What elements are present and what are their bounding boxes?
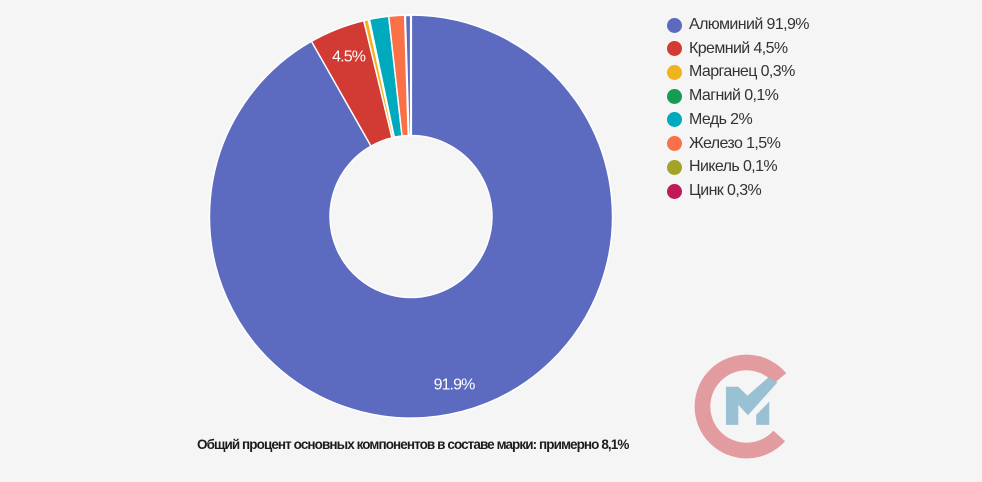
svg-text:91.9%: 91.9% <box>434 376 476 393</box>
svg-text:4.5%: 4.5% <box>332 49 366 66</box>
